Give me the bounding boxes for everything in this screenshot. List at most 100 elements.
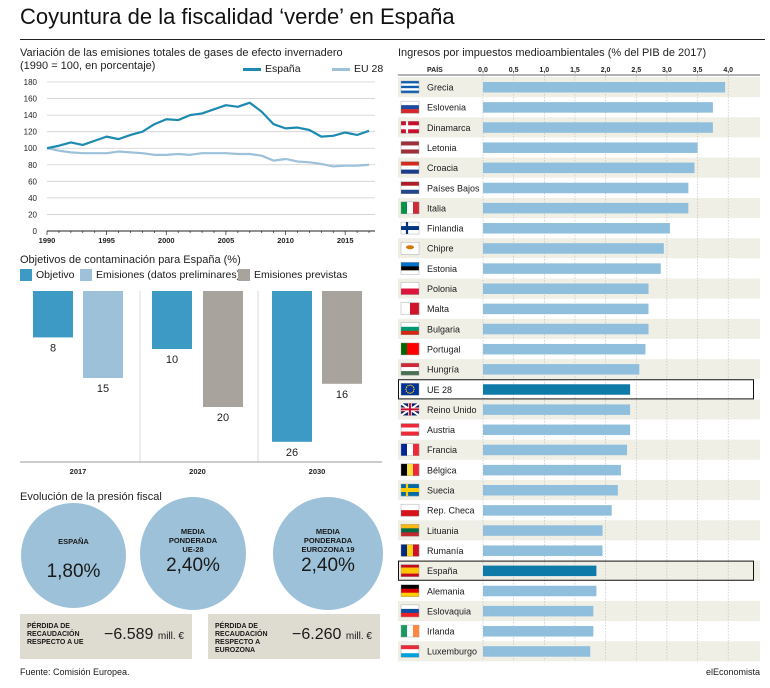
page-title: Coyuntura de la fiscalidad ‘verde’ en Es… xyxy=(20,4,455,29)
flag-grecia-icon xyxy=(400,80,420,94)
country-label-eslovaquia: Eslovaquia xyxy=(427,606,471,616)
bar-finlandia xyxy=(483,223,670,234)
flag-bulgaria-icon xyxy=(400,322,420,335)
flag-rumanía-icon xyxy=(400,544,420,557)
bar-chart-title: Objetivos de contaminación para España (… xyxy=(20,254,241,266)
circle-espana-label: ESPAÑA xyxy=(58,537,89,546)
bar-bélgica xyxy=(483,464,621,476)
circle-ue28-label: MEDIA PONDERADA UE-28 xyxy=(168,527,218,554)
bar-portugal xyxy=(483,343,646,355)
bar-rep-checa xyxy=(483,505,612,516)
country-label-letonia: Letonia xyxy=(427,143,457,153)
flag-hungría-icon xyxy=(400,362,420,376)
bar-españa xyxy=(483,565,597,577)
line-chart-title-2: (1990 = 100, en porcentaje) xyxy=(20,60,156,72)
flag-reino-unido-icon xyxy=(400,402,420,417)
bar-países-bajos xyxy=(483,182,689,194)
bar-alemania xyxy=(483,585,597,597)
country-label-españa: España xyxy=(427,566,458,576)
footer-source: Fuente: Comisión Europea. xyxy=(20,667,130,677)
y-tick-label-120: 120 xyxy=(24,128,38,137)
country-label-eslovenia: Eslovenia xyxy=(427,103,466,113)
country-label-hungría: Hungría xyxy=(427,365,459,375)
flag-portugal-icon xyxy=(400,342,420,356)
bar-irlanda xyxy=(483,626,594,637)
country-label-finlandia: Finlandia xyxy=(427,224,464,234)
loss-eurozona-number: −6.260 xyxy=(292,626,342,643)
bar-label-2030-2: 16 xyxy=(336,389,348,401)
flag-dinamarca-icon xyxy=(400,121,420,134)
y-tick-label-80: 80 xyxy=(28,161,37,170)
circle-eurozona-value: 2,40% xyxy=(301,555,355,576)
x-tick-label-0: 0,0 xyxy=(478,67,488,74)
circle-espana: ESPAÑA 1,80% xyxy=(21,503,126,608)
bar-bulgaria xyxy=(483,323,649,335)
flag-finlandia-icon xyxy=(400,221,420,235)
country-label-dinamarca: Dinamarca xyxy=(427,123,471,133)
loss-box-eurozona: PÉRDIDA DE RECAUDACIÓN RESPECTO A EUROZO… xyxy=(208,614,380,659)
bar-eslovaquia xyxy=(483,605,594,617)
flag-alemania-icon xyxy=(400,584,420,597)
line-chart-title-1: Variación de las emisiones totales de ga… xyxy=(20,47,343,59)
country-label-estonia: Estonia xyxy=(427,264,457,274)
legend-previstas-swatch xyxy=(238,269,250,281)
legend-espana-label: España xyxy=(265,63,301,75)
y-tick-label-100: 100 xyxy=(24,144,38,153)
bar-2017-1 xyxy=(83,291,123,378)
flag-países-bajos-icon xyxy=(400,181,420,194)
x-tick-label-3: 1,5 xyxy=(570,67,580,74)
country-label-rep-checa: Rep. Checa xyxy=(427,506,475,516)
x-tick-label-5: 2,5 xyxy=(631,67,641,74)
legend-preliminares-label: Emisiones (datos preliminares) xyxy=(96,269,241,281)
category-label-2020: 2020 xyxy=(189,467,206,476)
bar-malta xyxy=(483,303,649,315)
flag-eslovenia-icon xyxy=(400,100,420,114)
category-label-2030: 2030 xyxy=(309,467,326,476)
bar-ue-28 xyxy=(483,384,631,395)
bar-2030-0 xyxy=(272,291,312,442)
country-label-francia: Francia xyxy=(427,445,457,455)
bar-letonia xyxy=(483,142,698,153)
flag-ue-28-icon xyxy=(400,383,420,396)
bar-estonia xyxy=(483,263,661,274)
x-tick-label-2: 1,0 xyxy=(539,67,549,74)
bar-2017-0 xyxy=(33,291,73,338)
x-tick-label-1: 0,5 xyxy=(509,67,519,74)
legend-eu28-label: EU 28 xyxy=(354,63,384,75)
bar-2030-2 xyxy=(322,291,362,384)
fiscal-title: Evolución de la presión fiscal xyxy=(20,491,162,503)
flag-austria-icon xyxy=(400,423,420,436)
loss-ue-label: PÉRDIDA DE RECAUDACIÓN RESPECTO A UE xyxy=(27,623,84,646)
country-label-bélgica: Bélgica xyxy=(427,465,457,475)
highlight-frame-ue-28 xyxy=(398,379,754,400)
legend-previstas: Emisiones previstas xyxy=(238,269,347,281)
flag-letonia-icon xyxy=(400,141,420,154)
bar-luxemburgo xyxy=(483,646,591,657)
circle-eurozona: MEDIA PONDERADA EUROZONA 19 2,40% xyxy=(273,497,383,610)
flag-eslovaquia-icon xyxy=(400,604,420,618)
bar-label-2020-0: 10 xyxy=(166,354,178,366)
y-tick-label-40: 40 xyxy=(28,194,37,203)
bar-label-2017-0: 8 xyxy=(50,342,56,354)
legend-espana-swatch xyxy=(243,67,261,71)
title-rule xyxy=(20,39,765,40)
country-label-austria: Austria xyxy=(427,425,455,435)
x-tick-label-1995: 1995 xyxy=(98,236,115,245)
flag-francia-icon xyxy=(400,443,420,456)
loss-eurozona-value: −6.260 mill. € xyxy=(292,626,372,644)
bar-dinamarca xyxy=(483,122,713,133)
country-label-luxemburgo: Luxemburgo xyxy=(427,647,477,657)
y-tick-label-140: 140 xyxy=(24,111,38,120)
y-tick-label-20: 20 xyxy=(28,210,37,219)
x-tick-label-2010: 2010 xyxy=(277,236,294,245)
bar-polonia xyxy=(483,283,649,294)
flag-lituania-icon xyxy=(400,524,420,537)
country-label-irlanda: Irlanda xyxy=(427,627,455,637)
x-tick-label-2005: 2005 xyxy=(218,236,235,245)
bar-rumanía xyxy=(483,545,603,556)
bar-eslovenia xyxy=(483,102,713,113)
bar-reino-unido xyxy=(483,404,631,415)
flag-rep-checa-icon xyxy=(400,503,420,517)
country-label-reino-unido: Reino Unido xyxy=(427,405,477,415)
